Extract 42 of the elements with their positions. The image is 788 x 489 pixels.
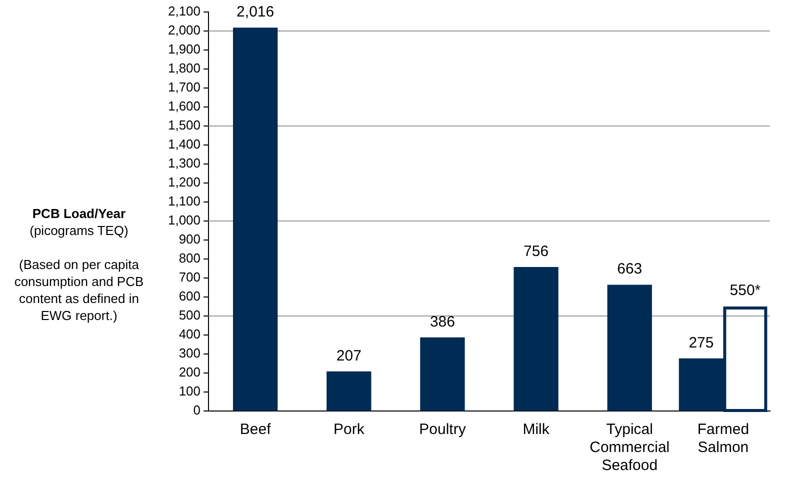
y-tick-label: 200 <box>178 364 201 380</box>
data-label: 663 <box>617 260 642 278</box>
y-tick-label: 2,100 <box>168 4 201 19</box>
y-axis-title: PCB Load/Year (picograms TEQ) <box>28 205 130 239</box>
y-tick-label: 800 <box>178 250 201 266</box>
y-tick-label: 700 <box>178 270 201 285</box>
y-tick-label: 1,300 <box>168 156 201 171</box>
x-tick-label: Farmed Salmon <box>697 421 750 456</box>
data-label: 550* <box>730 282 761 300</box>
y-tick-label: 900 <box>178 232 201 247</box>
y-tick-label: 600 <box>178 288 201 304</box>
text: (Based on per capita consumption and PCB content as defined in EWG report.) <box>13 256 145 324</box>
bar <box>607 284 652 411</box>
y-tick-label: 500 <box>178 308 201 323</box>
x-tick-label: Pork <box>333 421 365 438</box>
data-label: 207 <box>336 347 362 364</box>
x-tick-label: Beef <box>240 421 272 438</box>
data-label: 386 <box>430 313 455 330</box>
bar <box>514 267 558 411</box>
y-tick-label: 1,400 <box>168 136 201 152</box>
y-tick-label: 300 <box>178 346 201 361</box>
data-label: 2,016 <box>236 4 274 21</box>
y-tick-label: 1,000 <box>168 212 201 228</box>
bar <box>232 28 278 411</box>
data-label: 756 <box>524 243 549 260</box>
y-tick-label: 0 <box>193 402 201 418</box>
y-tick-label: 1,800 <box>168 60 201 76</box>
y-tick-label: 1,600 <box>168 98 201 114</box>
x-tick-label: Milk <box>522 421 550 438</box>
x-tick-label: Typical Commercial Seafood <box>590 421 670 474</box>
y-tick-label: 1,200 <box>168 174 201 190</box>
bar <box>420 337 465 411</box>
y-tick-label: 1,900 <box>168 42 201 57</box>
x-tick-label: Poultry <box>419 421 466 438</box>
data-label: 275 <box>688 334 714 352</box>
bar <box>326 371 372 411</box>
y-tick-label: 1,500 <box>168 118 201 133</box>
y-tick-label: 1,700 <box>168 80 201 95</box>
y-tick-label: 100 <box>178 384 201 399</box>
y-tick-label: 2,000 <box>168 22 201 38</box>
y-tick-label: 1,100 <box>168 194 201 209</box>
y-tick-label: 400 <box>178 326 201 342</box>
